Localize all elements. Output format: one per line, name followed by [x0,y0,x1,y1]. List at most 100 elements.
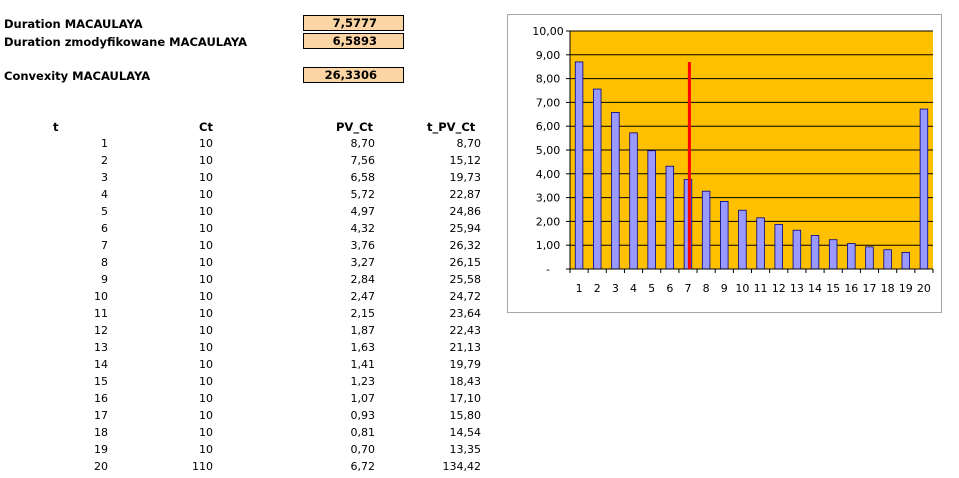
cell-t[interactable]: 4 [101,188,108,201]
y-tick-label: 8,00 [536,73,561,86]
cell-ct[interactable]: 10 [199,154,213,167]
cell-pv-ct[interactable]: 2,47 [350,290,376,303]
cell-t[interactable]: 3 [101,171,108,184]
cell-t[interactable]: 18 [94,426,108,439]
cell-ct[interactable]: 10 [199,137,213,150]
cell-pv-ct[interactable]: 4,97 [350,205,376,218]
cell-t-pv-ct[interactable]: 22,87 [449,188,482,201]
cell-ct[interactable]: 10 [199,324,213,337]
cell-ct[interactable]: 10 [199,341,213,354]
table-row: 20 110 6,72 134,42 [0,460,500,477]
cell-pv-ct[interactable]: 6,72 [350,460,376,473]
cell-t-pv-ct[interactable]: 15,80 [449,409,482,422]
cell-pv-ct[interactable]: 4,32 [350,222,376,235]
table-row: 13 10 1,63 21,13 [0,341,500,358]
cell-t[interactable]: 17 [94,409,108,422]
cell-pv-ct[interactable]: 2,15 [350,307,376,320]
x-tick-label: 15 [826,282,840,295]
table-row: 14 10 1,41 19,79 [0,358,500,375]
cell-t-pv-ct[interactable]: 26,32 [449,239,482,252]
cell-pv-ct[interactable]: 2,84 [350,273,376,286]
modified-duration-value[interactable]: 6,5893 [303,33,404,49]
cell-ct[interactable]: 10 [199,307,213,320]
table-row: 8 10 3,27 26,15 [0,256,500,273]
cell-t-pv-ct[interactable]: 24,72 [449,290,482,303]
cell-ct[interactable]: 10 [199,273,213,286]
convexity-value[interactable]: 26,3306 [303,67,404,83]
cell-pv-ct[interactable]: 0,81 [350,426,376,439]
cell-ct[interactable]: 10 [199,375,213,388]
header-t-pv-ct: t_PV_Ct [427,120,476,134]
cell-t-pv-ct[interactable]: 21,13 [449,341,482,354]
cell-ct[interactable]: 10 [199,171,213,184]
cell-pv-ct[interactable]: 1,87 [350,324,376,337]
x-tick-label: 3 [612,282,619,295]
cell-t-pv-ct[interactable]: 23,64 [449,307,482,320]
table-row: 18 10 0,81 14,54 [0,426,500,443]
cell-pv-ct[interactable]: 1,07 [350,392,376,405]
cell-t[interactable]: 8 [101,256,108,269]
cell-t-pv-ct[interactable]: 22,43 [449,324,482,337]
cell-ct[interactable]: 10 [199,392,213,405]
cell-ct[interactable]: 10 [199,188,213,201]
cell-t[interactable]: 16 [94,392,108,405]
duration-value[interactable]: 7,5777 [303,15,404,31]
cell-t-pv-ct[interactable]: 8,70 [456,137,482,150]
cell-t-pv-ct[interactable]: 19,73 [449,171,482,184]
cell-ct[interactable]: 10 [199,222,213,235]
cell-pv-ct[interactable]: 8,70 [350,137,376,150]
cell-t-pv-ct[interactable]: 14,54 [449,426,482,439]
y-tick-label: 6,00 [536,120,561,133]
cell-t[interactable]: 1 [101,137,108,150]
cell-t[interactable]: 11 [94,307,108,320]
cell-ct[interactable]: 10 [199,256,213,269]
cell-ct[interactable]: 10 [199,443,213,456]
cell-pv-ct[interactable]: 6,58 [350,171,376,184]
x-tick-label: 9 [721,282,728,295]
cell-ct[interactable]: 10 [199,409,213,422]
cell-pv-ct[interactable]: 1,41 [350,358,376,371]
cell-t[interactable]: 5 [101,205,108,218]
cell-t[interactable]: 20 [94,460,108,473]
cell-pv-ct[interactable]: 3,27 [350,256,376,269]
cell-ct[interactable]: 10 [199,358,213,371]
cell-ct[interactable]: 10 [199,205,213,218]
cell-pv-ct[interactable]: 0,70 [350,443,376,456]
cell-pv-ct[interactable]: 7,56 [350,154,376,167]
cell-ct[interactable]: 110 [192,460,213,473]
cell-t[interactable]: 13 [94,341,108,354]
cell-pv-ct[interactable]: 1,23 [350,375,376,388]
cell-t[interactable]: 15 [94,375,108,388]
cell-t[interactable]: 7 [101,239,108,252]
bar [647,150,656,270]
cell-t-pv-ct[interactable]: 25,58 [449,273,482,286]
cell-t-pv-ct[interactable]: 15,12 [449,154,482,167]
cell-t-pv-ct[interactable]: 25,94 [449,222,482,235]
cell-t[interactable]: 2 [101,154,108,167]
cell-ct[interactable]: 10 [199,290,213,303]
cell-t-pv-ct[interactable]: 17,10 [449,392,482,405]
cell-t[interactable]: 6 [101,222,108,235]
cell-t-pv-ct[interactable]: 26,15 [449,256,482,269]
cell-t-pv-ct[interactable]: 18,43 [449,375,482,388]
cell-t[interactable]: 19 [94,443,108,456]
x-tick-label: 1 [576,282,583,295]
cell-ct[interactable]: 10 [199,239,213,252]
cell-pv-ct[interactable]: 5,72 [350,188,376,201]
cell-t-pv-ct[interactable]: 13,35 [449,443,482,456]
table-row: 5 10 4,97 24,86 [0,205,500,222]
cell-pv-ct[interactable]: 3,76 [350,239,376,252]
x-tick-label: 14 [808,282,822,295]
cell-ct[interactable]: 10 [199,426,213,439]
cell-t[interactable]: 14 [94,358,108,371]
cell-t-pv-ct[interactable]: 19,79 [449,358,482,371]
cell-t-pv-ct[interactable]: 24,86 [449,205,482,218]
x-tick-label: 20 [917,282,931,295]
cell-t-pv-ct[interactable]: 134,42 [442,460,482,473]
x-tick-label: 5 [648,282,655,295]
cell-pv-ct[interactable]: 1,63 [350,341,376,354]
cell-t[interactable]: 10 [94,290,108,303]
cell-t[interactable]: 9 [101,273,108,286]
cell-pv-ct[interactable]: 0,93 [350,409,376,422]
cell-t[interactable]: 12 [94,324,108,337]
